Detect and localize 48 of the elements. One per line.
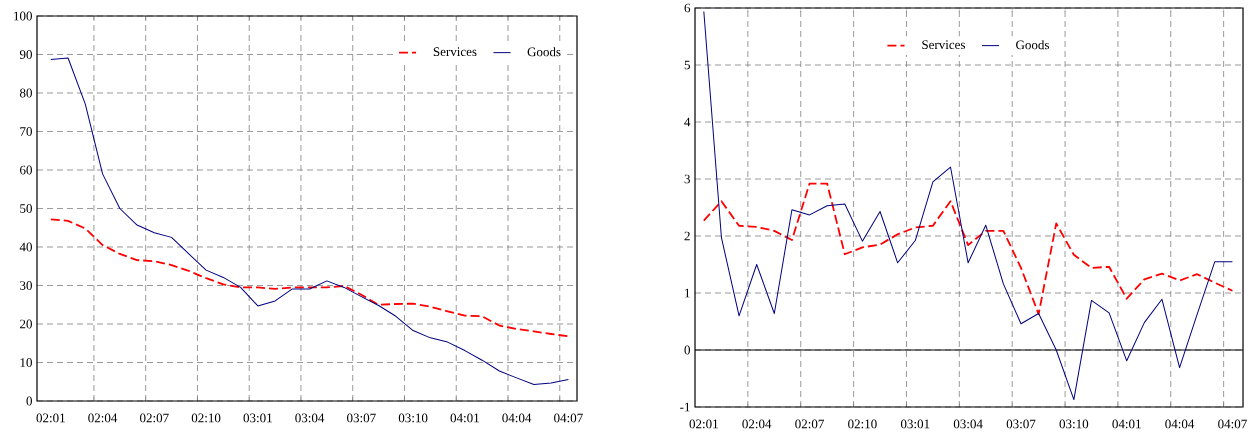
x-tick-label: 03:01 xyxy=(900,419,930,429)
x-tick-label: 02:10 xyxy=(848,419,877,429)
x-tick-label: 02:04 xyxy=(742,419,772,429)
x-tick-label: 04:01 xyxy=(450,413,479,423)
y-tick-label: 100 xyxy=(14,11,32,21)
x-tick-label: 03:01 xyxy=(243,413,272,423)
y-tick-label: 0 xyxy=(684,345,690,355)
y-tick-label: -1 xyxy=(680,402,690,412)
x-tick-label: 02:07 xyxy=(795,419,824,429)
x-tick-label: 04:07 xyxy=(1218,419,1247,429)
line-series xyxy=(703,10,1233,401)
legend-label: Services xyxy=(922,40,965,50)
y-tick-label: 1 xyxy=(685,288,690,298)
y-tick-label: 40 xyxy=(19,242,32,252)
legend-label: Goods xyxy=(527,47,561,57)
y-tick-label: 20 xyxy=(20,319,32,329)
x-tick-label: 04:01 xyxy=(1112,419,1141,429)
y-tick-label: 4 xyxy=(684,117,691,127)
x-tick-label: 03:07 xyxy=(1006,419,1036,429)
y-tick-label: 5 xyxy=(684,60,690,70)
x-tick-label: 03:07 xyxy=(347,413,376,423)
y-tick-label: 90 xyxy=(19,50,32,59)
x-tick-label: 04:04 xyxy=(502,413,532,423)
x-tick-label: 03:04 xyxy=(953,419,983,429)
x-tick-label: 02:10 xyxy=(191,413,221,423)
x-tick-label: 02:04 xyxy=(88,413,118,423)
y-tick-label: 60 xyxy=(20,165,32,175)
y-tick-label: 10 xyxy=(20,358,32,367)
x-tick-label: 04:07 xyxy=(554,413,583,423)
x-tick-label: 03:10 xyxy=(398,413,428,423)
line-series xyxy=(50,57,569,385)
y-tick-label: 6 xyxy=(684,3,691,13)
legend-label: Services xyxy=(433,47,477,57)
line-series xyxy=(702,182,1234,315)
y-tick-label: 70 xyxy=(20,127,32,136)
x-tick-label: 04:04 xyxy=(1165,419,1195,429)
y-tick-label: 3 xyxy=(684,174,690,184)
legend-label: Goods xyxy=(1016,40,1050,50)
x-tick-label: 02:07 xyxy=(140,413,169,423)
x-tick-label: 02:01 xyxy=(689,419,718,429)
x-tick-label: 03:10 xyxy=(1059,419,1089,429)
y-tick-label: 30 xyxy=(20,281,32,290)
y-tick-label: 50 xyxy=(20,204,32,213)
y-tick-label: 0 xyxy=(26,396,32,406)
y-tick-label: 2 xyxy=(684,231,690,241)
x-tick-label: 03:04 xyxy=(295,413,325,423)
y-tick-label: 80 xyxy=(19,88,32,98)
x-tick-label: 02:01 xyxy=(36,413,65,423)
